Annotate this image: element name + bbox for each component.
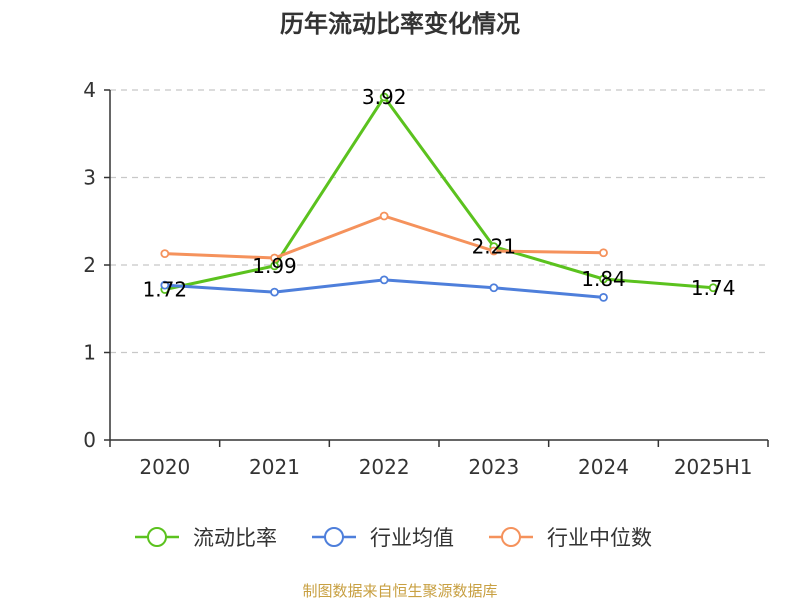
x-tick-label: 2023	[468, 455, 519, 479]
x-tick-label: 2020	[139, 455, 190, 479]
legend-marker	[324, 527, 344, 547]
data-point	[270, 253, 279, 263]
legend-item[interactable]: 流动比率	[135, 526, 277, 550]
y-tick-label: 1	[83, 341, 96, 365]
y-tick-label: 0	[83, 428, 96, 452]
data-point	[599, 274, 608, 284]
data-point	[489, 246, 499, 256]
y-tick-label: 4	[83, 78, 96, 102]
data-point	[379, 92, 389, 102]
data-label: 1.72	[143, 278, 188, 302]
legend-item[interactable]: 行业均值	[312, 526, 454, 550]
legend[interactable]: 流动比率 行业均值 行业中位数	[135, 526, 652, 550]
data-point	[379, 211, 389, 221]
data-labels: 1.72 1.99 3.92 2.21 1.84 1.74	[143, 85, 736, 302]
data-point	[160, 280, 170, 290]
series-line	[163, 95, 715, 291]
data-point	[160, 249, 170, 259]
y-tick-label: 3	[83, 166, 96, 190]
grid-lines	[110, 89, 768, 354]
data-label: 2.21	[472, 235, 517, 259]
legend-marker	[147, 527, 167, 547]
data-label: 1.74	[691, 276, 736, 300]
x-tick-label: 2024	[578, 455, 629, 479]
y-tick-label: 2	[83, 253, 96, 277]
axes: 0 1 2 3 4 2020 2021 2022 2023 2024 2025H1	[83, 78, 769, 479]
source-note: 制图数据来自恒生聚源数据库	[302, 582, 497, 600]
x-tick-label: 2021	[249, 455, 300, 479]
legend-label: 行业均值	[370, 526, 454, 550]
legend-label: 流动比率	[193, 526, 277, 550]
legend-item[interactable]: 行业中位数	[489, 526, 652, 550]
data-point	[599, 248, 608, 258]
data-label: 1.99	[252, 254, 297, 278]
data-point	[708, 283, 718, 293]
chart-title: 历年流动比率变化情况	[280, 10, 520, 38]
data-point	[489, 283, 499, 293]
series-line	[163, 214, 605, 260]
data-label: 1.84	[581, 267, 626, 291]
data-label: 3.92	[362, 85, 407, 109]
legend-label: 行业中位数	[547, 526, 652, 550]
data-point	[599, 292, 608, 302]
data-point	[270, 287, 279, 297]
series-lines	[160, 92, 718, 302]
data-point	[379, 275, 389, 285]
legend-marker	[501, 527, 521, 547]
x-tick-label: 2022	[359, 455, 410, 479]
x-tick-label: 2025H1	[674, 455, 753, 479]
